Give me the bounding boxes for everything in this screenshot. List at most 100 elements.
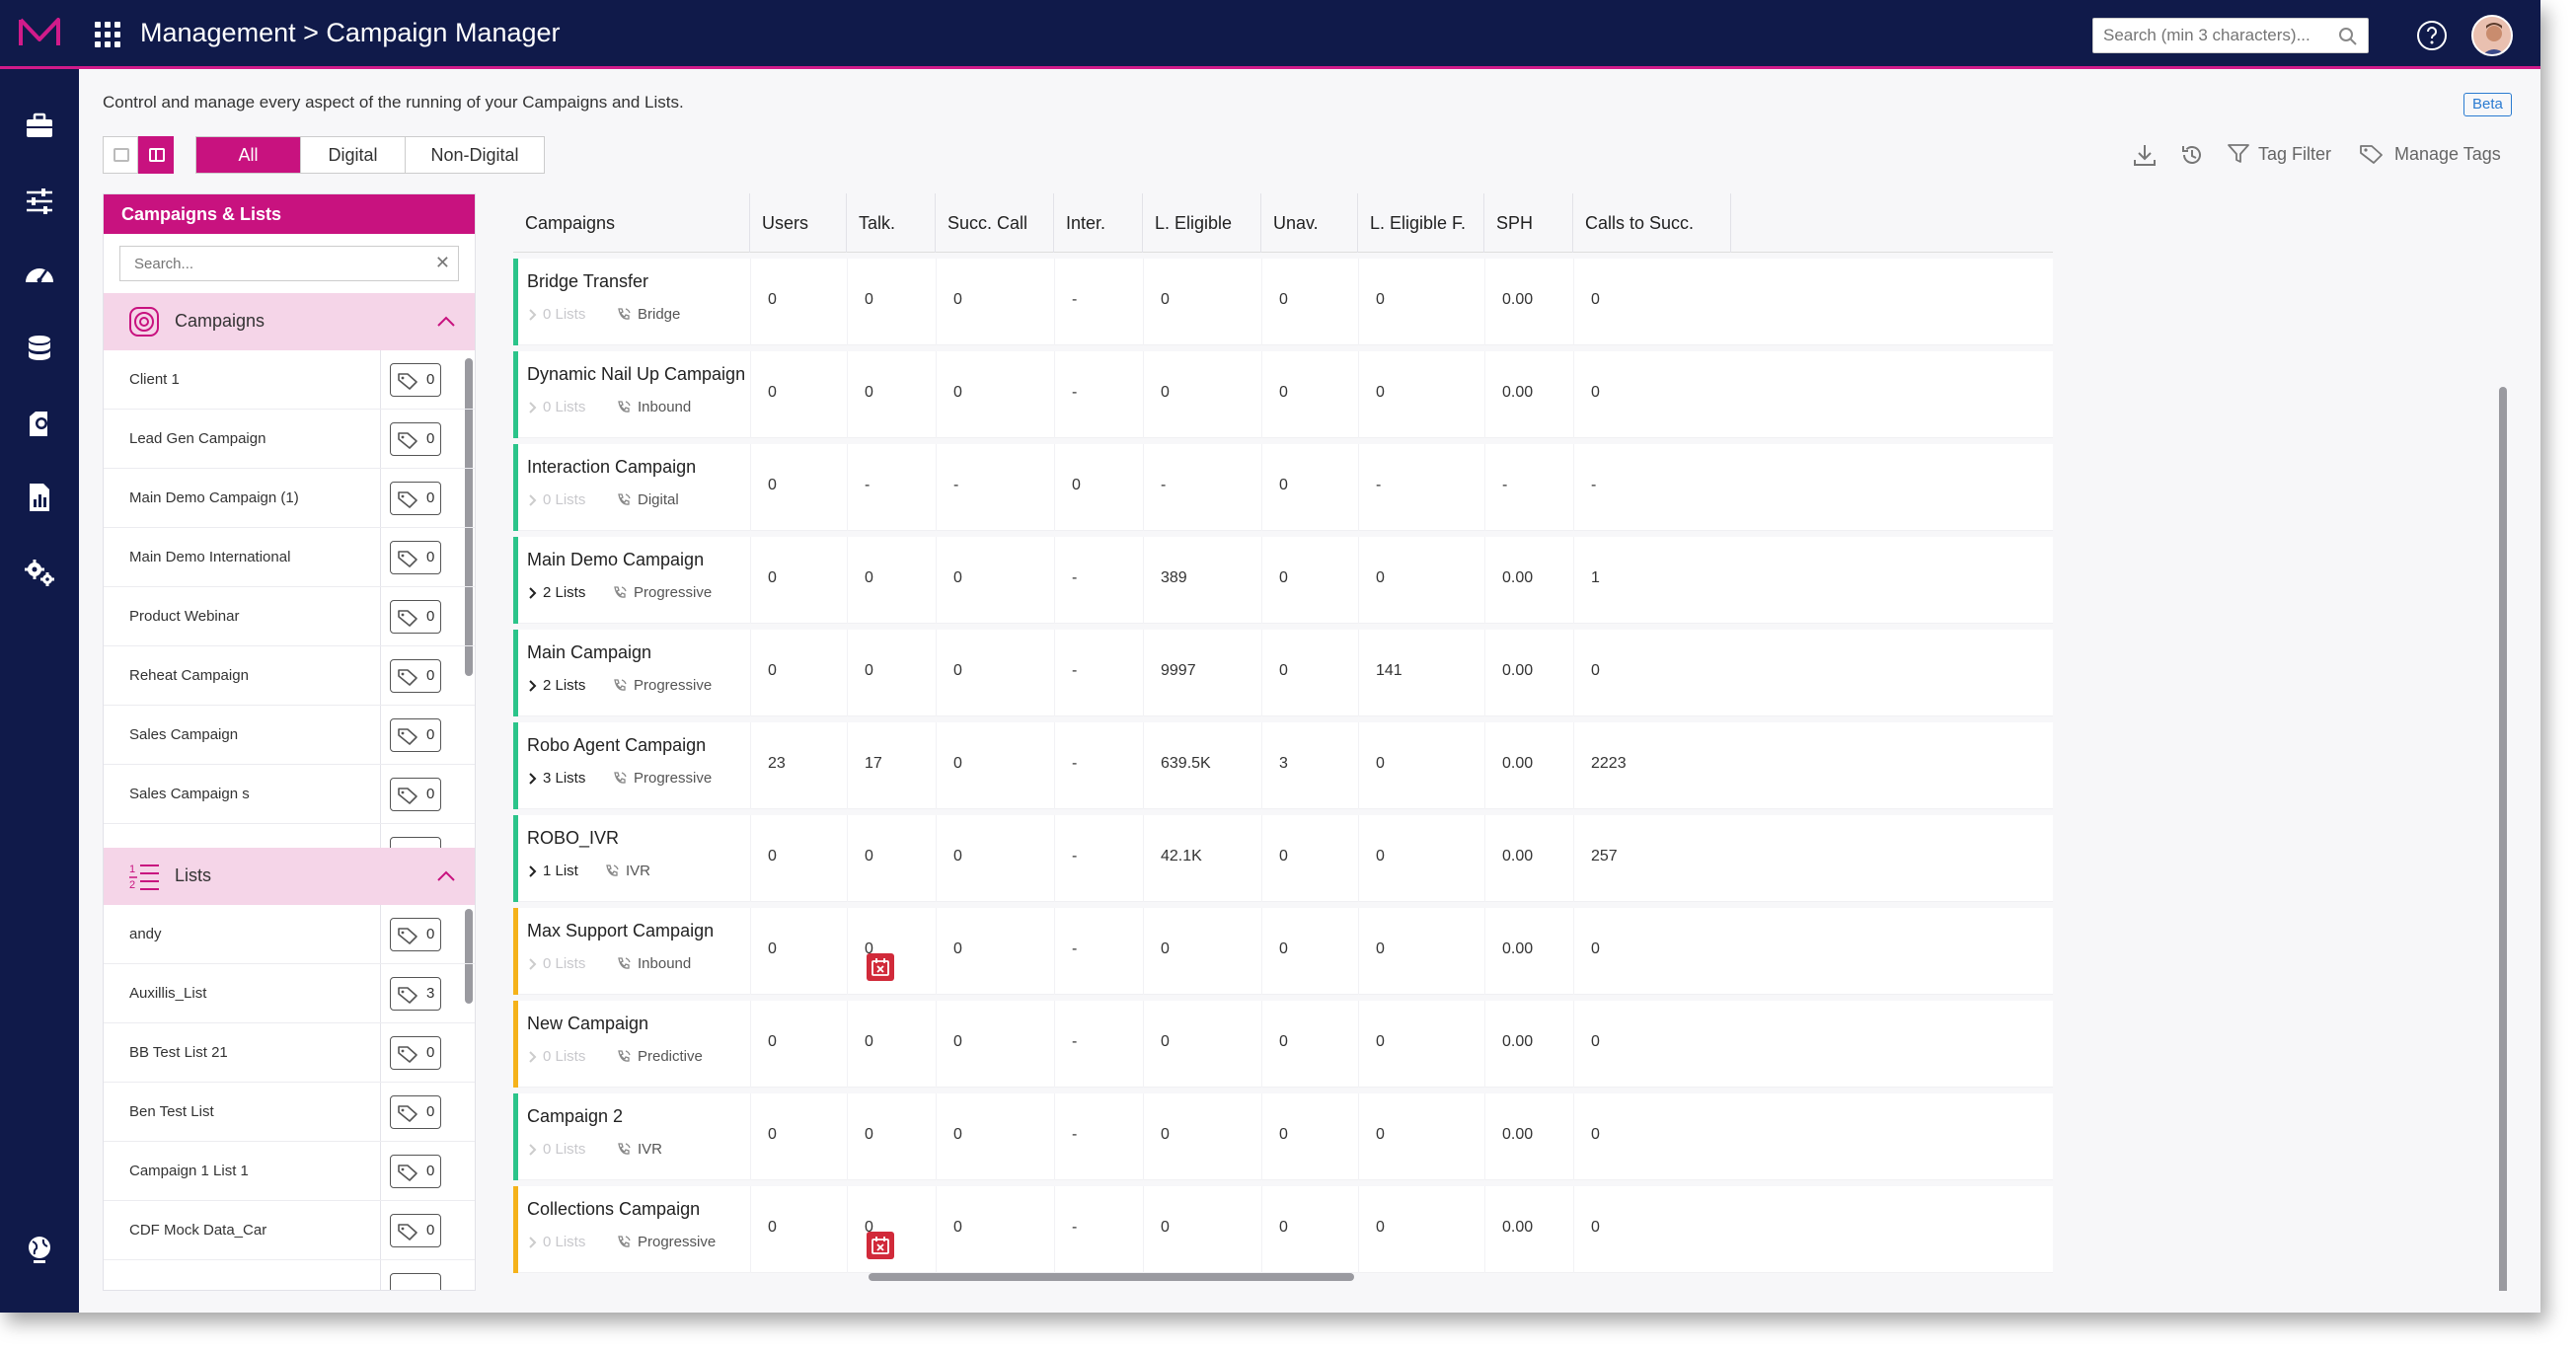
panel-list-item[interactable]: Sales Campaign 0	[104, 706, 475, 765]
column-header[interactable]: Unav.	[1261, 193, 1358, 253]
column-header[interactable]: Campaigns	[513, 193, 750, 253]
table-row[interactable]: Max Support Campaign 0 Lists Inbound 0 0 0 - 0 0…	[513, 908, 2053, 995]
table-row[interactable]: ROBO_IVR 1 List IVR 0 0 0 - 42.1K 0 0 0.00 257	[513, 815, 2053, 902]
history-icon[interactable]	[2179, 142, 2205, 168]
panel-item-name[interactable]: andy	[129, 926, 162, 942]
panel-search[interactable]: ✕	[119, 246, 459, 281]
table-row[interactable]: Interaction Campaign 0 Lists Digital 0 - - 0 - 0…	[513, 444, 2053, 531]
column-header[interactable]: L. Eligible F.	[1358, 193, 1484, 253]
table-row[interactable]: Bridge Transfer 0 Lists Bridge 0 0 0 - 0 0 0 0.00 0	[513, 259, 2053, 345]
vertical-scrollbar[interactable]	[2499, 387, 2507, 1291]
panel-list-item[interactable]: Sales Campaign s 0	[104, 765, 475, 824]
campaign-name[interactable]: New Campaign	[527, 1014, 649, 1033]
global-search-input[interactable]	[2093, 19, 2326, 52]
tag-count-button[interactable]: 0	[390, 422, 441, 456]
campaign-name[interactable]: Bridge Transfer	[527, 271, 649, 291]
settings-gears-icon[interactable]	[22, 555, 57, 590]
single-view-button[interactable]	[103, 136, 138, 174]
panel-item-name[interactable]: Campaign 1 List 1	[129, 1163, 249, 1179]
search-icon[interactable]	[2338, 27, 2358, 46]
panel-item-name[interactable]: CDF Mock Data_Car	[129, 1222, 267, 1239]
tag-count-button[interactable]: 0	[390, 482, 441, 515]
lists-expander[interactable]: 0 Lists	[527, 1141, 585, 1158]
panel-list-item[interactable]: Client 1 0	[104, 350, 475, 410]
tag-count-button[interactable]	[390, 837, 441, 848]
manage-tags-button[interactable]: Manage Tags	[2359, 142, 2501, 166]
chevron-up-icon[interactable]	[435, 311, 457, 333]
table-row[interactable]: Collections Campaign 0 Lists Progressive 0 0…	[513, 1186, 2053, 1273]
panel-list-item[interactable]: Auxillis_List 3	[104, 964, 475, 1023]
campaign-name[interactable]: Campaign 2	[527, 1106, 624, 1126]
database-icon[interactable]	[22, 332, 57, 367]
download-icon[interactable]	[2132, 142, 2158, 168]
panel-list-item[interactable]: Reheat Campaign 0	[104, 646, 475, 706]
panel-item-name[interactable]: Product Webinar	[129, 608, 240, 625]
tag-filter-button[interactable]: Tag Filter	[2227, 142, 2331, 166]
panel-search-input[interactable]	[120, 247, 417, 280]
tag-count-button[interactable]: 0	[390, 1155, 441, 1188]
sliders-icon[interactable]	[22, 184, 57, 219]
tag-count-button[interactable]	[390, 1273, 441, 1290]
contacts-icon[interactable]	[22, 407, 57, 442]
column-header[interactable]: Succ. Call	[936, 193, 1054, 253]
table-row[interactable]: Main Campaign 2 Lists Progressive 0 0 0 - 9997 0…	[513, 630, 2053, 716]
list-list-scrollbar[interactable]	[465, 909, 473, 1004]
column-header[interactable]: L. Eligible	[1143, 193, 1261, 253]
tag-count-button[interactable]: 0	[390, 541, 441, 574]
global-search[interactable]	[2092, 18, 2369, 53]
filter-all-button[interactable]: All	[196, 137, 301, 173]
split-view-button[interactable]	[138, 136, 174, 174]
panel-list-item[interactable]: Lead Gen Campaign 0	[104, 410, 475, 469]
panel-item-name[interactable]: BB Test List 21	[129, 1044, 228, 1061]
tag-count-button[interactable]: 0	[390, 718, 441, 752]
campaign-name[interactable]: ROBO_IVR	[527, 828, 620, 848]
horizontal-scrollbar[interactable]	[869, 1273, 1354, 1281]
filter-non-digital-button[interactable]: Non-Digital	[430, 145, 519, 165]
brand-logo-icon[interactable]	[18, 16, 61, 49]
tag-count-button[interactable]: 0	[390, 600, 441, 634]
lists-expander[interactable]: 0 Lists	[527, 1048, 585, 1065]
schedule-off-icon[interactable]	[867, 953, 894, 981]
campaign-name[interactable]: Interaction Campaign	[527, 457, 697, 477]
campaign-name[interactable]: Collections Campaign	[527, 1199, 701, 1219]
panel-item-name[interactable]: Reheat Campaign	[129, 667, 249, 684]
clear-search-icon[interactable]: ✕	[434, 253, 450, 272]
tag-count-button[interactable]: 0	[390, 778, 441, 811]
lists-expander[interactable]: 0 Lists	[527, 1234, 585, 1250]
panel-item-name[interactable]: Sales Campaign s	[129, 786, 250, 802]
filter-digital-button[interactable]: Digital	[301, 137, 406, 173]
panel-item-name[interactable]: Client 1	[129, 371, 180, 388]
lists-expander[interactable]: 2 Lists	[527, 677, 585, 694]
table-row[interactable]: Robo Agent Campaign 3 Lists Progressive 23 1…	[513, 722, 2053, 809]
report-icon[interactable]	[22, 480, 57, 515]
lists-expander[interactable]: 0 Lists	[527, 306, 585, 323]
panel-list-item[interactable]: Main Demo Campaign (1) 0	[104, 469, 475, 528]
lists-expander[interactable]: 0 Lists	[527, 491, 585, 508]
campaign-name[interactable]: Max Support Campaign	[527, 921, 715, 940]
app-grid-icon[interactable]	[95, 22, 122, 49]
panel-list-item[interactable]: Main Demo International 0	[104, 528, 475, 587]
table-row[interactable]: Dynamic Nail Up Campaign 0 Lists Inbound 0 0…	[513, 351, 2053, 438]
dashboard-gauge-icon[interactable]	[22, 257, 57, 292]
campaigns-section-header[interactable]: Campaigns	[104, 293, 475, 350]
campaign-name[interactable]: Main Demo Campaign	[527, 550, 705, 569]
user-avatar[interactable]	[2471, 15, 2513, 56]
panel-list-item[interactable]: Ben Test List 0	[104, 1083, 475, 1142]
globe-icon[interactable]	[22, 1232, 57, 1267]
column-header[interactable]: Calls to Succ.	[1573, 193, 1731, 253]
lists-expander[interactable]: 0 Lists	[527, 399, 585, 415]
lists-expander[interactable]: 0 Lists	[527, 955, 585, 972]
table-row[interactable]: Campaign 2 0 Lists IVR 0 0 0 - 0 0 0 0.00 0	[513, 1093, 2053, 1180]
panel-item-name[interactable]: Ben Test List	[129, 1103, 214, 1120]
lists-expander[interactable]: 2 Lists	[527, 584, 585, 601]
campaign-name[interactable]: Dynamic Nail Up Campaign	[527, 364, 746, 384]
column-header[interactable]: Talk.	[847, 193, 936, 253]
lists-expander[interactable]: 1 List	[527, 863, 578, 879]
table-row[interactable]: Main Demo Campaign 2 Lists Progressive 0 0 0 -…	[513, 537, 2053, 624]
column-header[interactable]: Users	[750, 193, 847, 253]
table-row[interactable]: New Campaign 0 Lists Predictive 0 0 0 - 0 0 0 0.00…	[513, 1001, 2053, 1088]
panel-list-item[interactable]: BB Test List 21 0	[104, 1023, 475, 1083]
tag-count-button[interactable]: 0	[390, 659, 441, 693]
panel-item-name[interactable]: Auxillis_List	[129, 985, 207, 1002]
panel-list-item[interactable]: Campaign 1 List 1 0	[104, 1142, 475, 1201]
